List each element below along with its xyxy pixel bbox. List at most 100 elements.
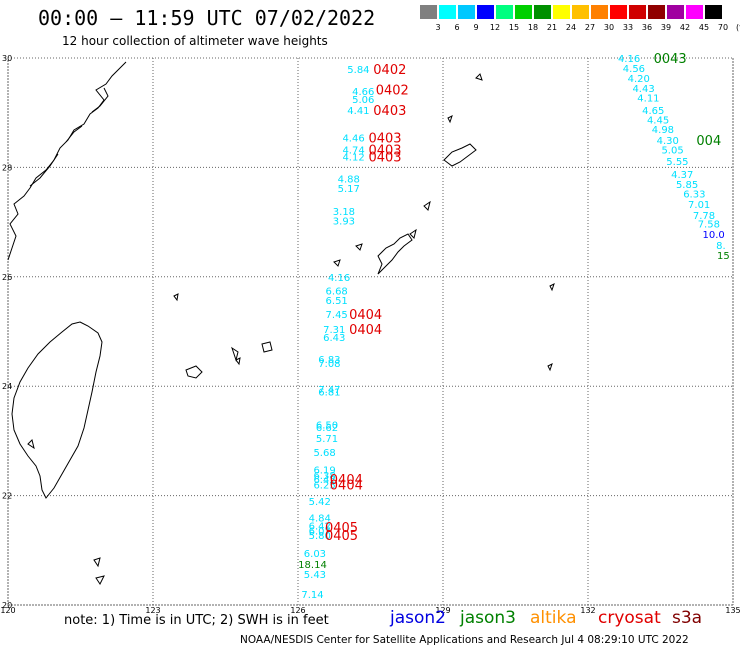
- wave-height-label: 6.50: [316, 420, 338, 431]
- wave-height-label: 5.71: [316, 434, 338, 445]
- wave-height-label: 4.84: [309, 513, 331, 524]
- wave-height-label: 6.25: [313, 481, 335, 492]
- pass-time-label: 004: [696, 134, 721, 149]
- scale-swatch: [515, 5, 532, 19]
- scale-swatch: [439, 5, 456, 19]
- taiwan-coast: [11, 321, 103, 499]
- wave-height-label: 6.62: [316, 423, 338, 434]
- scale-swatch: [610, 5, 627, 19]
- miyako: [261, 341, 273, 353]
- scale-label: 21: [546, 23, 558, 32]
- map-subtitle: 12 hour collection of altimeter wave hei…: [62, 34, 328, 48]
- wave-height-label: 5.05: [661, 145, 683, 156]
- wave-height-label: 6.43: [323, 333, 345, 344]
- pass-time-label: 0404: [330, 473, 363, 488]
- wave-height-label: 4.45: [647, 115, 669, 126]
- pass-time-label: 0403: [373, 104, 406, 119]
- wave-height-label: 4.98: [652, 125, 674, 136]
- wave-height-label: 5.80: [309, 531, 331, 542]
- scale-label: 12: [489, 23, 501, 32]
- lanyu: [93, 557, 101, 568]
- wave-height-label: 5.84: [347, 65, 369, 76]
- wave-height-label: 7.14: [301, 590, 323, 601]
- ludao: [95, 575, 105, 585]
- scale-label: 30: [603, 23, 615, 32]
- wave-height-label: 4.56: [623, 64, 645, 75]
- lon-tick-label: 129: [435, 606, 450, 615]
- wave-height-label: 6.68: [326, 286, 348, 297]
- wave-height-label: 6.33: [683, 190, 705, 201]
- pass-time-label: 0043: [654, 52, 687, 67]
- wave-height-label: 4.46: [342, 133, 364, 144]
- scale-swatch: [420, 5, 437, 19]
- lon-tick-label: 123: [145, 606, 160, 615]
- tokunoshima: [423, 200, 431, 211]
- wave-height-label: 7.58: [698, 220, 720, 231]
- wave-height-label: 5.55: [666, 157, 688, 168]
- wave-height-label: 4.16: [618, 54, 640, 65]
- scale-swatch: [629, 5, 646, 19]
- wave-height-label: 5.68: [313, 448, 335, 459]
- daito: [549, 283, 555, 292]
- scale-swatch: [705, 5, 722, 19]
- scale-swatch: [591, 5, 608, 19]
- islet-1: [235, 357, 241, 366]
- pass-time-label: 0403: [368, 143, 401, 158]
- lon-tick-label: 135: [725, 606, 740, 615]
- wave-height-label: 3.18: [333, 207, 355, 218]
- lat-tick-label: 26: [2, 273, 12, 282]
- pass-time-label: 0402: [373, 63, 406, 78]
- scale-label: 39: [660, 23, 672, 32]
- wave-height-label: 5.43: [304, 570, 326, 581]
- scale-swatch: [477, 5, 494, 19]
- okinoerabu: [409, 228, 417, 239]
- pass-time-label: 0404: [349, 323, 382, 338]
- wave-height-label: 5.06: [352, 95, 374, 106]
- legend-jason2: jason2: [390, 608, 446, 628]
- wave-height-label: 6.19: [313, 465, 335, 476]
- wave-height-label: 18.14: [298, 560, 327, 571]
- ishigaki: [231, 346, 239, 362]
- lon-tick-label: 120: [0, 606, 15, 615]
- wave-height-label: 4.88: [338, 174, 360, 185]
- wave-height-label: 6.81: [318, 388, 340, 399]
- wave-height-label: 6.03: [304, 549, 326, 560]
- pass-time-label: 0404: [349, 308, 382, 323]
- china-coast-inner: [29, 87, 109, 187]
- scale-label: 27: [584, 23, 596, 32]
- wave-height-label: 5.85: [676, 180, 698, 191]
- legend-jason3: jason3: [460, 608, 516, 628]
- footer-credit: NOAA/NESDIS Center for Satellite Applica…: [240, 634, 689, 646]
- wave-height-label: 6.07: [309, 527, 331, 538]
- wave-height-label: 4.74: [342, 145, 364, 156]
- lat-tick-label: 28: [2, 163, 12, 172]
- scale-swatch: [534, 5, 551, 19]
- wave-height-label: 7.47: [318, 385, 340, 396]
- wave-height-label: 4.16: [328, 273, 350, 284]
- legend-altika: altika: [530, 608, 577, 628]
- wave-height-label: 4.41: [347, 106, 369, 117]
- wave-height-label: 5.17: [338, 184, 360, 195]
- wave-height-label: 6.83: [318, 355, 340, 366]
- wave-height-label: 6.51: [326, 296, 348, 307]
- pass-time-label: 0403: [368, 150, 401, 165]
- wave-height-label: 7.08: [318, 359, 340, 370]
- wave-height-label: 4.43: [632, 84, 654, 95]
- scale-label: 33: [622, 23, 634, 32]
- legend-s3a: s3a: [672, 608, 703, 628]
- amami-island: [443, 143, 477, 167]
- wave-height-label: 8.: [716, 241, 726, 252]
- coastlines: [7, 61, 555, 585]
- lon-tick-label: 132: [580, 606, 595, 615]
- scale-swatch: [667, 5, 684, 19]
- wave-height-label: 15: [717, 251, 730, 262]
- scale-swatch: [572, 5, 589, 19]
- pescadores: [27, 439, 35, 450]
- tokara-1: [475, 73, 483, 81]
- wave-height-label: 4.66: [352, 87, 374, 98]
- pass-time-labels: 0402040204030403040304030404040404040404…: [325, 52, 721, 544]
- scale-label: 15: [508, 23, 520, 32]
- scale-swatch: [496, 5, 513, 19]
